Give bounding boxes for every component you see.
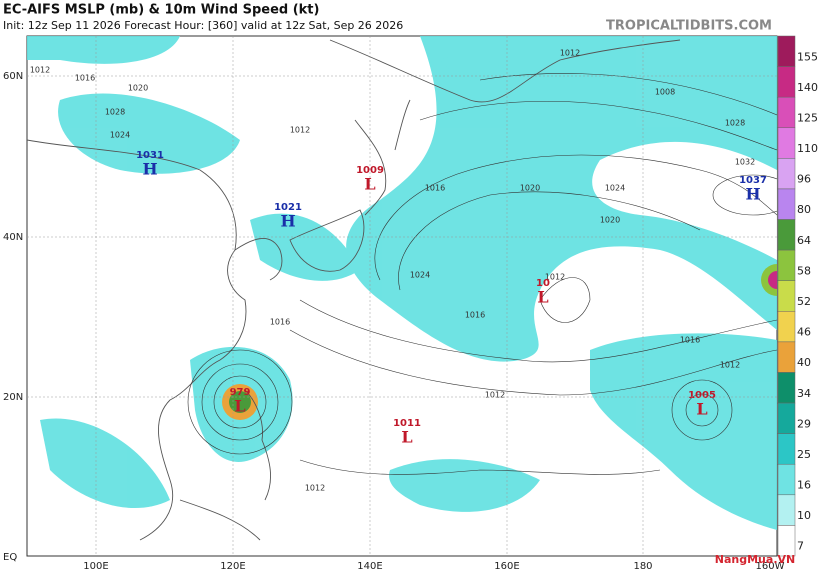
colorbar-label: 58 — [797, 264, 811, 277]
colorbar-label: 125 — [797, 111, 818, 124]
colorbar-swatch — [777, 402, 796, 434]
center-pressure: 10 — [536, 278, 550, 289]
coastlines — [27, 39, 681, 541]
isobar-label: 1012 — [30, 66, 50, 75]
isobar-label: 1016 — [270, 318, 290, 327]
graticule — [27, 36, 777, 556]
center-pressure: 1037 — [739, 175, 767, 186]
colorbar-swatch — [777, 158, 796, 190]
colorbar-label: 155 — [797, 50, 818, 63]
colorbar-swatch — [777, 96, 796, 129]
colorbar-swatch — [777, 494, 796, 526]
colorbar-swatch — [777, 311, 796, 343]
colorbar-label: 80 — [797, 203, 811, 216]
isobar-label: 1020 — [600, 216, 620, 225]
center-symbol: H — [745, 185, 760, 204]
isobar-label: 1016 — [75, 74, 95, 83]
colorbar-swatch — [777, 127, 796, 159]
center-symbol: L — [696, 400, 707, 419]
center-pressure: 1011 — [393, 418, 421, 429]
colorbar-label: 10 — [797, 509, 811, 522]
isobar-label: 1020 — [520, 184, 540, 193]
colorbar-label: 96 — [797, 173, 811, 186]
colorbar-label: 40 — [797, 356, 811, 369]
center-symbol: H — [280, 212, 295, 231]
center-symbol: H — [142, 160, 157, 179]
center-pressure: 1021 — [274, 202, 302, 213]
colorbar-swatch — [777, 341, 796, 373]
colorbar-swatch — [777, 66, 796, 98]
lat-label: EQ — [3, 552, 17, 563]
center-symbol: L — [537, 288, 548, 307]
colorbar-label: 46 — [797, 326, 811, 339]
colorbar-label: 110 — [797, 142, 818, 155]
isobar-label: 1016 — [465, 311, 485, 320]
lat-label: 20N — [3, 392, 23, 403]
isobar-label: 1012 — [290, 126, 310, 135]
center-symbol: L — [234, 397, 245, 416]
isobar-label: 1012 — [720, 361, 740, 370]
colorbar-label: 29 — [797, 417, 811, 430]
isobar-label: 1028 — [725, 119, 745, 128]
colorbar-swatch — [777, 280, 796, 312]
lon-label: 100E — [83, 561, 108, 572]
brand: TROPICALTIDBITS.COM — [606, 19, 772, 34]
center-pressure: 1005 — [688, 390, 716, 401]
run-info: Init: 12z Sep 11 2026 Forecast Hour: [36… — [3, 19, 403, 32]
colorbar-swatch — [777, 463, 796, 496]
colorbar-swatch — [777, 219, 796, 251]
isobar-label: 1008 — [655, 88, 675, 97]
colorbar-label: 64 — [797, 234, 811, 247]
map-frame: 1012 1016 1020 1024 1028 1012 1016 1020 1024 1008… — [26, 35, 778, 557]
isobar-label: 1012 — [560, 49, 580, 58]
center-symbol: L — [401, 428, 412, 447]
isobar-label: 1028 — [105, 108, 125, 117]
isobar-label: 1032 — [735, 158, 755, 167]
isobar-label: 1024 — [605, 184, 625, 193]
isobar-label: 1016 — [425, 184, 445, 193]
colorbar: 155 140 125 110 96 80 64 58 52 46 40 34 29 25 16 10 7 — [777, 35, 818, 557]
colorbar-label: 140 — [797, 81, 818, 94]
isobar-label: 1012 — [545, 273, 565, 282]
center-pressure: 1031 — [136, 150, 164, 161]
colorbar-swatch — [777, 433, 796, 465]
lon-label: 160W — [756, 561, 785, 572]
colorbar-swatch — [777, 35, 796, 67]
lon-label: 160E — [494, 561, 519, 572]
isobar-label: 1024 — [410, 271, 430, 280]
watermark: NangMua.VN — [715, 553, 795, 566]
lon-label: 120E — [220, 561, 245, 572]
colorbar-swatch — [777, 188, 796, 220]
center-pressure: 979 — [230, 387, 251, 398]
center-pressure: 1009 — [356, 165, 384, 176]
colorbar-swatch — [777, 372, 796, 404]
colorbar-label: 7 — [797, 540, 804, 553]
isobar-label: 1020 — [128, 84, 148, 93]
isobar-label: 1016 — [680, 336, 700, 345]
isobar-label: 1012 — [485, 391, 505, 400]
lat-label: 60N — [3, 71, 23, 82]
colorbar-label: 52 — [797, 295, 811, 308]
colorbar-label: 16 — [797, 479, 811, 492]
isobar-label: 1024 — [110, 131, 130, 140]
lon-label: 140E — [357, 561, 382, 572]
colorbar-label: 34 — [797, 387, 811, 400]
colorbar-swatch — [777, 525, 796, 557]
colorbar-label: 25 — [797, 448, 811, 461]
lon-label: 180 — [633, 561, 652, 572]
axis-labels: 60N 40N 20N EQ 100E 120E 140E 160E 180 160W — [3, 71, 785, 572]
lat-label: 40N — [3, 232, 23, 243]
title: EC-AIFS MSLP (mb) & 10m Wind Speed (kt) — [3, 3, 319, 18]
colorbar-swatch — [777, 249, 796, 281]
isobar-labels: 1012 1016 1020 1024 1028 1012 1016 1020 1024 1008… — [30, 49, 755, 493]
isobar-label: 1012 — [305, 484, 325, 493]
